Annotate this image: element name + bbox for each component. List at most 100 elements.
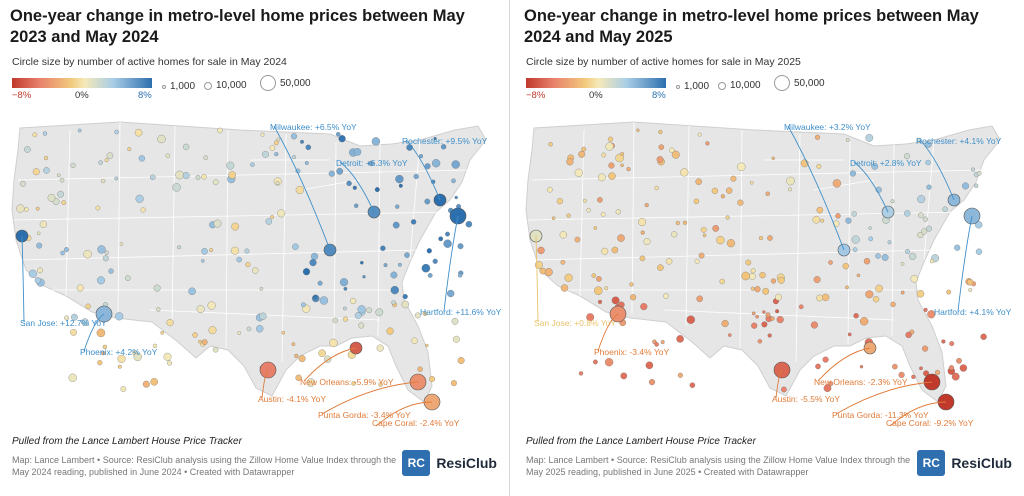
metro-circle bbox=[213, 219, 222, 228]
resiclub-logo: RC ResiClub bbox=[402, 450, 497, 476]
metro-circle bbox=[815, 363, 821, 370]
metro-circle bbox=[172, 183, 181, 192]
annotation-leader bbox=[303, 347, 357, 382]
metro-circle bbox=[597, 299, 603, 304]
metro-circle bbox=[451, 160, 460, 169]
annotation-hartford: Hartford: +11.6% YoY bbox=[420, 307, 502, 317]
metro-circle bbox=[578, 371, 584, 376]
color-scale-min: −8% bbox=[12, 90, 32, 101]
metro-circle bbox=[581, 146, 587, 152]
metro-circle bbox=[64, 315, 70, 321]
metro-circle bbox=[57, 190, 64, 198]
metro-circle bbox=[376, 344, 384, 352]
metro-circle bbox=[697, 132, 702, 137]
metro-circle bbox=[402, 294, 408, 300]
annotation-leader bbox=[273, 125, 331, 251]
annotation-cape-coral: Cape Coral: -9.2% YoY bbox=[886, 418, 974, 428]
annotation-punta-gorda: Punta Gorda: -3.4% YoY bbox=[318, 410, 411, 420]
color-scale bbox=[526, 78, 666, 88]
color-scale bbox=[12, 78, 152, 88]
metro-circle bbox=[548, 142, 553, 147]
metro-circle bbox=[583, 198, 587, 203]
metro-circle bbox=[328, 170, 335, 177]
color-scale-max: 8% bbox=[138, 90, 152, 101]
metro-circle bbox=[566, 158, 574, 166]
metro-circle bbox=[318, 349, 326, 357]
metro-circle bbox=[246, 326, 252, 332]
metro-circle bbox=[452, 335, 460, 343]
metro-circle bbox=[165, 153, 170, 158]
metro-circle bbox=[566, 213, 571, 218]
metro-circle bbox=[36, 242, 43, 249]
metro-circle bbox=[946, 289, 952, 295]
metro-circle bbox=[445, 231, 450, 237]
metro-circle bbox=[607, 136, 614, 142]
metro-circle bbox=[926, 225, 932, 232]
metro-circle bbox=[259, 312, 267, 320]
metro-circle bbox=[209, 248, 214, 252]
metro-circle bbox=[770, 278, 777, 284]
metro-circle bbox=[942, 206, 948, 213]
resiclub-logo-icon: RC bbox=[402, 450, 431, 476]
metro-circle bbox=[418, 154, 424, 159]
metro-circle bbox=[156, 307, 161, 312]
metro-circle bbox=[277, 209, 286, 218]
metro-circle bbox=[835, 213, 841, 219]
metro-circle bbox=[431, 159, 441, 168]
metro-circle bbox=[426, 248, 432, 254]
metro-circle bbox=[534, 261, 543, 269]
metro-circle bbox=[203, 155, 209, 161]
metro-circle bbox=[922, 216, 928, 222]
metro-circle bbox=[594, 286, 603, 295]
metro-circle bbox=[927, 310, 936, 319]
color-scale-mid: 0% bbox=[75, 90, 89, 101]
metro-circle bbox=[346, 180, 352, 187]
metro-circle bbox=[975, 248, 983, 255]
metro-circle bbox=[925, 141, 932, 148]
metro-circle bbox=[270, 215, 274, 219]
metro-circle bbox=[192, 332, 198, 338]
metro-circle bbox=[629, 282, 634, 287]
metro-circle bbox=[414, 312, 421, 319]
metro-circle bbox=[726, 239, 735, 248]
metro-circle bbox=[290, 133, 298, 140]
metro-circle bbox=[424, 198, 431, 205]
metro-circle bbox=[339, 278, 349, 287]
metro-circle bbox=[909, 252, 917, 260]
us-outline bbox=[525, 121, 1001, 403]
metro-circle bbox=[391, 300, 396, 305]
metro-circle bbox=[810, 321, 818, 329]
metro-circle bbox=[601, 247, 609, 255]
metro-circle bbox=[120, 386, 127, 392]
metro-circle bbox=[593, 226, 598, 230]
metro-circle bbox=[390, 285, 399, 295]
metro-circle bbox=[440, 144, 447, 150]
metro-circle bbox=[142, 380, 150, 388]
metro-circle bbox=[398, 183, 403, 188]
footer-note: Pulled from the Lance Lambert House Pric… bbox=[12, 436, 242, 447]
metro-circle bbox=[750, 268, 756, 274]
annotation-rochester: Rochester: +4.1% YoY bbox=[916, 136, 1002, 146]
metro-circle bbox=[859, 365, 864, 369]
metro-circle bbox=[250, 162, 255, 167]
metro-circle bbox=[300, 139, 304, 144]
metro-circle bbox=[182, 172, 190, 179]
metro-circle bbox=[695, 178, 702, 185]
us-outline bbox=[11, 121, 487, 403]
metro-circle bbox=[195, 175, 201, 180]
metro-circle bbox=[910, 275, 919, 283]
metro-circle bbox=[539, 267, 547, 275]
us-map-svg: Milwaukee: +6.5% YoY Rochester: +9.5% YoY… bbox=[11, 121, 502, 428]
metro-circle bbox=[395, 204, 400, 209]
metro-circle bbox=[153, 284, 161, 292]
metro-circle bbox=[188, 287, 196, 296]
metro-circle bbox=[395, 174, 404, 184]
metro-circle bbox=[166, 360, 173, 366]
metro-circle bbox=[262, 150, 269, 158]
metro-circle bbox=[95, 205, 101, 211]
state-border bbox=[847, 141, 851, 345]
metro-circle bbox=[941, 339, 946, 344]
metro-circle bbox=[921, 228, 928, 235]
metro-circle bbox=[788, 187, 792, 192]
metro-circle bbox=[726, 187, 733, 194]
